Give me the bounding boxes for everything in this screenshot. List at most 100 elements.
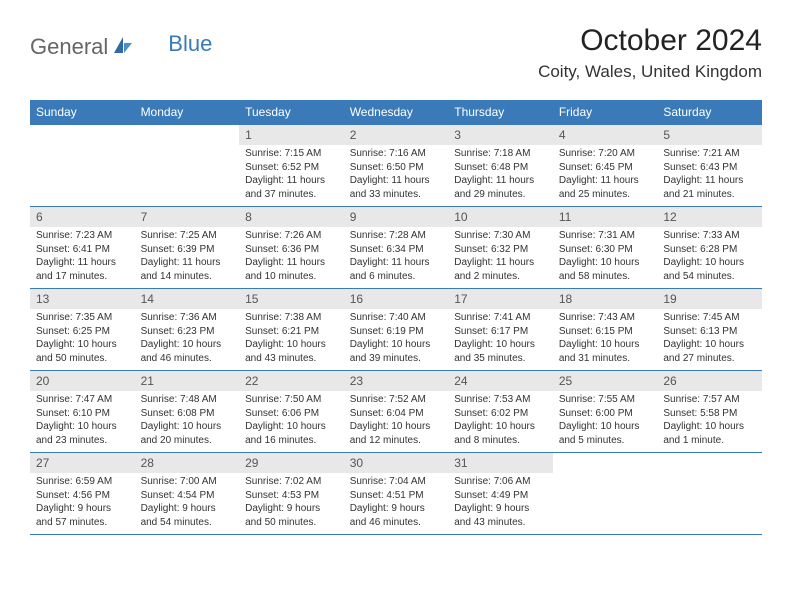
day-number: 28 (135, 453, 240, 473)
sunrise-text: Sunrise: 7:28 AM (350, 229, 443, 243)
brand-logo: General Blue (30, 34, 212, 60)
calendar-week: 20Sunrise: 7:47 AMSunset: 6:10 PMDayligh… (30, 371, 762, 453)
sunset-text: Sunset: 5:58 PM (663, 407, 756, 421)
day-number: 4 (553, 125, 658, 145)
daylight-text: Daylight: 11 hours and 14 minutes. (141, 256, 234, 283)
daylight-text: Daylight: 10 hours and 58 minutes. (559, 256, 652, 283)
sunset-text: Sunset: 6:41 PM (36, 243, 129, 257)
brand-part2: Blue (168, 31, 212, 57)
sunrise-text: Sunrise: 7:00 AM (141, 475, 234, 489)
calendar-cell: 23Sunrise: 7:52 AMSunset: 6:04 PMDayligh… (344, 371, 449, 453)
calendar-cell (553, 453, 658, 535)
calendar-cell: 26Sunrise: 7:57 AMSunset: 5:58 PMDayligh… (657, 371, 762, 453)
calendar-cell: 22Sunrise: 7:50 AMSunset: 6:06 PMDayligh… (239, 371, 344, 453)
daylight-text: Daylight: 10 hours and 8 minutes. (454, 420, 547, 447)
daylight-text: Daylight: 11 hours and 29 minutes. (454, 174, 547, 201)
calendar-cell (135, 125, 240, 207)
day-number: 3 (448, 125, 553, 145)
sunset-text: Sunset: 6:39 PM (141, 243, 234, 257)
sunset-text: Sunset: 6:48 PM (454, 161, 547, 175)
sunrise-text: Sunrise: 7:45 AM (663, 311, 756, 325)
day-number: 7 (135, 207, 240, 227)
calendar-cell: 3Sunrise: 7:18 AMSunset: 6:48 PMDaylight… (448, 125, 553, 207)
sunset-text: Sunset: 6:45 PM (559, 161, 652, 175)
calendar-cell: 11 Sunrise: 7:31 AMSunset: 6:30 PMDayligh… (553, 207, 658, 289)
day-number: 26 (657, 371, 762, 391)
daylight-text: Daylight: 11 hours and 17 minutes. (36, 256, 129, 283)
day-number: 18 (553, 289, 658, 309)
calendar-cell: 29Sunrise: 7:02 AMSunset: 4:53 PMDayligh… (239, 453, 344, 535)
sunrise-text: Sunrise: 7:36 AM (141, 311, 234, 325)
daylight-text: Daylight: 10 hours and 20 minutes. (141, 420, 234, 447)
sunrise-text: Sunrise: 7:52 AM (350, 393, 443, 407)
day-header: Tuesday (239, 100, 344, 125)
sunset-text: Sunset: 6:30 PM (559, 243, 652, 257)
day-number: 13 (30, 289, 135, 309)
sunrise-text: Sunrise: 7:20 AM (559, 147, 652, 161)
daylight-text: Daylight: 10 hours and 39 minutes. (350, 338, 443, 365)
calendar-cell: 1Sunrise: 7:15 AMSunset: 6:52 PMDaylight… (239, 125, 344, 207)
day-number: 14 (135, 289, 240, 309)
sunrise-text: Sunrise: 7:04 AM (350, 475, 443, 489)
sunset-text: Sunset: 6:28 PM (663, 243, 756, 257)
sail-icon (112, 35, 134, 60)
sunset-text: Sunset: 6:21 PM (245, 325, 338, 339)
header: General Blue October 2024 Coity, Wales, … (30, 24, 762, 82)
daylight-text: Daylight: 11 hours and 21 minutes. (663, 174, 756, 201)
daylight-text: Daylight: 11 hours and 37 minutes. (245, 174, 338, 201)
location: Coity, Wales, United Kingdom (538, 62, 762, 82)
sunrise-text: Sunrise: 7:23 AM (36, 229, 129, 243)
sunrise-text: Sunrise: 7:53 AM (454, 393, 547, 407)
sunrise-text: Sunrise: 6:59 AM (36, 475, 129, 489)
sunset-text: Sunset: 6:52 PM (245, 161, 338, 175)
day-number: 24 (448, 371, 553, 391)
daylight-text: Daylight: 10 hours and 46 minutes. (141, 338, 234, 365)
day-number: 19 (657, 289, 762, 309)
calendar-cell: 5Sunrise: 7:21 AMSunset: 6:43 PMDaylight… (657, 125, 762, 207)
day-header: Wednesday (344, 100, 449, 125)
calendar-cell: 28Sunrise: 7:00 AMSunset: 4:54 PMDayligh… (135, 453, 240, 535)
calendar-cell (657, 453, 762, 535)
sunset-text: Sunset: 4:56 PM (36, 489, 129, 503)
sunrise-text: Sunrise: 7:02 AM (245, 475, 338, 489)
day-number: 2 (344, 125, 449, 145)
calendar-cell (30, 125, 135, 207)
calendar-cell: 14Sunrise: 7:36 AMSunset: 6:23 PMDayligh… (135, 289, 240, 371)
sunset-text: Sunset: 6:02 PM (454, 407, 547, 421)
daylight-text: Daylight: 10 hours and 54 minutes. (663, 256, 756, 283)
daylight-text: Daylight: 10 hours and 27 minutes. (663, 338, 756, 365)
day-number: 31 (448, 453, 553, 473)
day-number: 30 (344, 453, 449, 473)
day-number (30, 125, 135, 145)
day-number: 21 (135, 371, 240, 391)
calendar-cell: 17Sunrise: 7:41 AMSunset: 6:17 PMDayligh… (448, 289, 553, 371)
daylight-text: Daylight: 9 hours and 46 minutes. (350, 502, 443, 529)
sunrise-text: Sunrise: 7:48 AM (141, 393, 234, 407)
daylight-text: Daylight: 9 hours and 57 minutes. (36, 502, 129, 529)
day-number: 23 (344, 371, 449, 391)
sunset-text: Sunset: 6:43 PM (663, 161, 756, 175)
calendar-cell: 25Sunrise: 7:55 AMSunset: 6:00 PMDayligh… (553, 371, 658, 453)
day-number: 15 (239, 289, 344, 309)
day-header: Sunday (30, 100, 135, 125)
sunrise-text: Sunrise: 7:47 AM (36, 393, 129, 407)
day-number: 29 (239, 453, 344, 473)
sunset-text: Sunset: 6:15 PM (559, 325, 652, 339)
day-number: 17 (448, 289, 553, 309)
day-number (135, 125, 240, 145)
day-number: 11 (553, 207, 658, 227)
day-number: 10 (448, 207, 553, 227)
calendar-cell: 16Sunrise: 7:40 AMSunset: 6:19 PMDayligh… (344, 289, 449, 371)
sunset-text: Sunset: 6:06 PM (245, 407, 338, 421)
sunrise-text: Sunrise: 7:31 AM (559, 229, 652, 243)
daylight-text: Daylight: 10 hours and 31 minutes. (559, 338, 652, 365)
sunrise-text: Sunrise: 7:30 AM (454, 229, 547, 243)
calendar-cell: 9Sunrise: 7:28 AMSunset: 6:34 PMDaylight… (344, 207, 449, 289)
calendar-week: 1Sunrise: 7:15 AMSunset: 6:52 PMDaylight… (30, 125, 762, 207)
sunrise-text: Sunrise: 7:57 AM (663, 393, 756, 407)
daylight-text: Daylight: 11 hours and 6 minutes. (350, 256, 443, 283)
daylight-text: Daylight: 9 hours and 43 minutes. (454, 502, 547, 529)
sunset-text: Sunset: 6:36 PM (245, 243, 338, 257)
daylight-text: Daylight: 10 hours and 16 minutes. (245, 420, 338, 447)
calendar-cell: 19Sunrise: 7:45 AMSunset: 6:13 PMDayligh… (657, 289, 762, 371)
